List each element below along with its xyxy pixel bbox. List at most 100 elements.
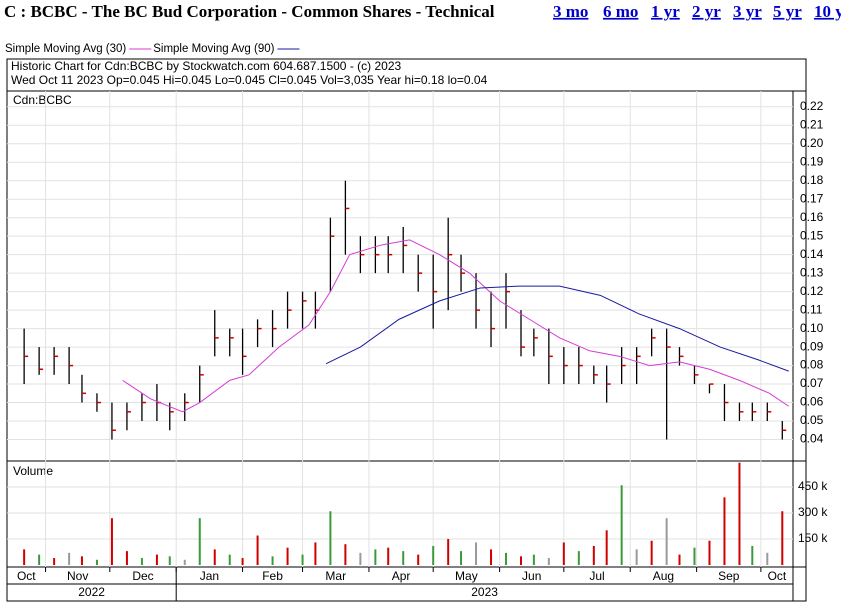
y-tick-label: 0.15 — [800, 228, 824, 242]
volume-bar — [125, 551, 128, 565]
volume-bar — [665, 518, 668, 565]
y-tick-label: 0.06 — [800, 395, 824, 409]
volume-bar — [577, 551, 580, 565]
volume-bar — [359, 552, 362, 565]
period-link[interactable]: 6 mo — [603, 2, 638, 21]
x-tick-label: May — [455, 569, 478, 583]
volume-bar — [80, 556, 83, 565]
volume-bar — [38, 554, 41, 565]
x-tick-label: Oct — [768, 569, 787, 583]
period-link[interactable]: 3 yr — [733, 2, 762, 21]
volume-bar — [140, 558, 143, 565]
y-tick-label: 0.17 — [800, 191, 824, 205]
x-tick-label: Dec — [132, 569, 153, 583]
volume-bar — [635, 549, 638, 565]
volume-bar — [301, 554, 304, 565]
y-tick-label: 0.16 — [800, 210, 824, 224]
period-link[interactable]: 3 mo — [553, 2, 588, 21]
volume-bar — [271, 556, 274, 565]
volume-bar — [751, 545, 754, 565]
volume-bar — [505, 552, 508, 565]
volume-bar — [490, 549, 493, 565]
info-line: Wed Oct 11 2023 Op=0.045 Hi=0.045 Lo=0.0… — [11, 73, 488, 87]
volume-bar — [329, 511, 332, 565]
legend-label: Simple Moving Avg (90) — [153, 43, 274, 55]
y-tick-label: 300 k — [798, 505, 828, 519]
volume-bar — [387, 547, 390, 565]
volume-bar — [723, 497, 726, 565]
volume-bar — [650, 540, 653, 565]
volume-bar — [53, 558, 56, 565]
volume-bar — [460, 551, 463, 565]
volume-bar — [708, 540, 711, 565]
volume-bar — [447, 538, 450, 565]
y-tick-label: 0.20 — [800, 136, 824, 150]
volume-bar — [562, 542, 565, 565]
y-tick-label: 0.08 — [800, 358, 824, 372]
volume-bar — [110, 518, 113, 565]
panel-label: Cdn:BCBC — [13, 93, 72, 107]
x-tick-label: Sep — [718, 569, 740, 583]
x-tick-label: Mar — [325, 569, 346, 583]
volume-bar — [605, 530, 608, 565]
x-tick-label: Nov — [67, 569, 88, 583]
y-tick-label: 150 k — [798, 531, 828, 545]
y-tick-label: 0.09 — [800, 339, 824, 353]
y-tick-label: 0.05 — [800, 413, 824, 427]
volume-bar — [417, 554, 420, 565]
volume-bar — [620, 485, 623, 565]
y-tick-label: 450 k — [798, 479, 828, 493]
y-tick-label: 0.19 — [800, 154, 824, 168]
page-title: C : BCBC - The BC Bud Corporation - Comm… — [4, 2, 495, 21]
volume-bar — [95, 559, 98, 565]
y-tick-label: 0.14 — [800, 247, 824, 261]
x-tick-label: Jun — [522, 569, 541, 583]
volume-bar — [314, 542, 317, 565]
volume-bar — [532, 554, 535, 565]
volume-bar — [68, 552, 71, 565]
volume-bar — [168, 556, 171, 565]
y-tick-label: 0.07 — [800, 376, 824, 390]
x-tick-label: Aug — [653, 569, 674, 583]
volume-bar — [547, 558, 550, 565]
y-tick-label: 0.18 — [800, 173, 824, 187]
volume-bar — [256, 535, 259, 565]
period-link[interactable]: 1 yr — [651, 2, 680, 21]
volume-bar — [183, 559, 186, 565]
period-link[interactable]: 5 yr — [773, 2, 802, 21]
volume-bar — [475, 542, 478, 565]
period-link[interactable]: 10 y — [814, 2, 841, 21]
volume-bar — [678, 554, 681, 565]
x-tick-label: Apr — [392, 569, 411, 583]
volume-bar — [693, 547, 696, 565]
y-tick-label: 0.12 — [800, 284, 824, 298]
legend-label: Simple Moving Avg (30) — [5, 43, 126, 55]
volume-bar — [402, 551, 405, 565]
y-tick-label: 0.04 — [800, 432, 824, 446]
volume-bar — [241, 558, 244, 565]
y-tick-label: 0.22 — [800, 99, 824, 113]
volume-bar — [781, 511, 784, 565]
x-tick-label: Jul — [589, 569, 604, 583]
volume-bar — [286, 547, 289, 565]
y-tick-label: 0.11 — [800, 302, 823, 316]
volume-bar — [374, 549, 377, 565]
volume-bar — [23, 549, 26, 565]
year-label: 2022 — [78, 585, 105, 599]
volume-bar — [198, 518, 201, 565]
volume-bar — [738, 462, 741, 565]
volume-bar — [344, 544, 347, 565]
moving-average — [325, 285, 789, 372]
volume-bar — [228, 554, 231, 565]
y-tick-label: 0.10 — [800, 321, 824, 335]
volume-label: Volume — [13, 464, 53, 478]
chart-frame — [6, 58, 807, 602]
volume-bar — [155, 554, 158, 565]
x-tick-label: Jan — [200, 569, 219, 583]
y-tick-label: 0.21 — [800, 117, 824, 131]
volume-bar — [520, 556, 523, 565]
x-tick-label: Oct — [17, 569, 36, 583]
period-link[interactable]: 2 yr — [692, 2, 721, 21]
y-tick-label: 0.13 — [800, 265, 824, 279]
